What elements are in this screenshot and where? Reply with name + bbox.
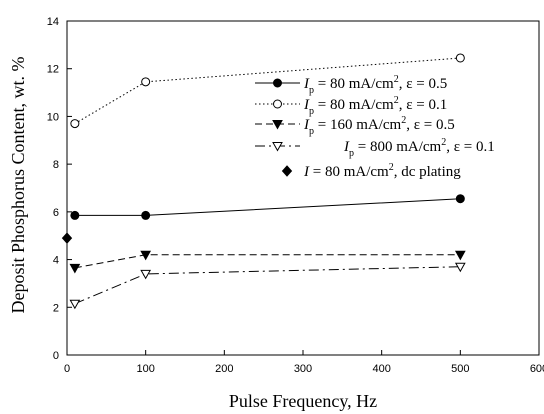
y-tick-label: 8 [53, 159, 59, 171]
legend: Ip = 80 mA/cm2, ε = 0.5Ip = 80 mA/cm2, ε… [255, 74, 495, 180]
x-tick-label: 600 [530, 363, 544, 375]
data-point [272, 142, 283, 152]
data-point [140, 250, 152, 261]
axes: 0 100 200 300 400 500 600 0 2 4 6 8 10 12 14 [47, 16, 544, 375]
x-tick-label: 0 [64, 363, 70, 375]
legend-label: Ip = 80 mA/cm2, ε = 0.5 [303, 74, 447, 96]
data-point [141, 77, 151, 87]
data-point [454, 262, 466, 273]
y-tick-label: 2 [53, 302, 59, 314]
y-tick-label: 12 [47, 64, 59, 76]
y-tick-label: 6 [53, 207, 59, 219]
legend-label-sub: p [309, 126, 314, 137]
legend-label-tail: , ε = 0.1 [399, 97, 448, 113]
series-line [74, 254, 461, 269]
y-tick-label: 14 [47, 16, 59, 28]
legend-label-tail: , ε = 0.1 [446, 139, 495, 155]
legend-label-rest: = 160 mA/cm [314, 117, 402, 133]
legend-label-main: I [303, 164, 310, 180]
data-point [69, 299, 81, 310]
data-point [70, 119, 80, 129]
legend-entry-5: I = 80 mA/cm2, dc plating [281, 162, 461, 180]
legend-label-main: I [303, 97, 310, 113]
legend-label-tail: , dc plating [394, 164, 462, 180]
legend-label-sup: 2 [441, 137, 446, 148]
x-tick-label: 300 [294, 363, 312, 375]
data-point [70, 210, 80, 220]
x-tick-label: 100 [136, 363, 154, 375]
legend-label-rest: = 80 mA/cm [309, 164, 389, 180]
legend-label-tail: , ε = 0.5 [399, 76, 448, 92]
legend-label-sub: p [309, 85, 314, 96]
data-point [455, 194, 465, 204]
legend-entry-4: Ip = 800 mA/cm2, ε = 0.1 [255, 137, 495, 159]
series-2 [70, 53, 465, 129]
series-line [74, 266, 461, 305]
legend-label-sup: 2 [394, 74, 399, 85]
data-point [141, 210, 151, 220]
y-axis-title: Deposit Phosphorus Content, wt. % [8, 56, 28, 313]
data-point [273, 78, 282, 88]
legend-label-sup: 2 [394, 95, 399, 106]
legend-label-rest: = 80 mA/cm [314, 76, 394, 92]
legend-entry-1: Ip = 80 mA/cm2, ε = 0.5 [255, 74, 447, 96]
data-point [454, 250, 466, 261]
legend-label: Ip = 160 mA/cm2, ε = 0.5 [303, 115, 455, 137]
y-tick-label: 4 [53, 255, 59, 267]
legend-label: Ip = 800 mA/cm2, ε = 0.1 [343, 137, 495, 159]
data-point [69, 263, 81, 274]
data-point [140, 269, 152, 280]
legend-label-tail: , ε = 0.5 [406, 117, 455, 133]
series-line [74, 57, 461, 125]
legend-label-rest: = 80 mA/cm [314, 97, 394, 113]
x-axis-title: Pulse Frequency, Hz [229, 391, 377, 411]
x-tick-label: 400 [372, 363, 390, 375]
x-tick-label: 500 [451, 363, 469, 375]
series-3 [69, 250, 466, 274]
plot-frame [66, 20, 540, 356]
legend-label: I = 80 mA/cm2, dc plating [303, 162, 461, 180]
data-point [281, 165, 293, 177]
legend-label: Ip = 80 mA/cm2, ε = 0.1 [303, 95, 447, 117]
legend-label-main: I [303, 76, 310, 92]
series-5 [61, 232, 73, 244]
data-point [273, 99, 282, 109]
series-1 [70, 194, 465, 220]
data-point [455, 53, 465, 63]
legend-label-main: I [303, 117, 310, 133]
legend-label-sub: p [349, 148, 354, 159]
legend-label-sub: p [309, 106, 314, 117]
legend-entry-3: Ip = 160 mA/cm2, ε = 0.5 [255, 115, 455, 137]
plot-area [61, 53, 466, 310]
legend-label-sup: 2 [389, 162, 394, 173]
series-4 [69, 262, 466, 310]
legend-entry-2: Ip = 80 mA/cm2, ε = 0.1 [255, 95, 447, 117]
legend-label-sup: 2 [401, 115, 406, 126]
y-tick-label: 10 [47, 111, 59, 123]
series-line [74, 198, 461, 216]
y-tick-label: 0 [53, 350, 59, 362]
data-point [272, 120, 283, 130]
x-tick-label: 200 [215, 363, 233, 375]
legend-label-main: I [343, 139, 350, 155]
legend-label-rest: = 800 mA/cm [354, 139, 442, 155]
data-point [61, 232, 73, 244]
